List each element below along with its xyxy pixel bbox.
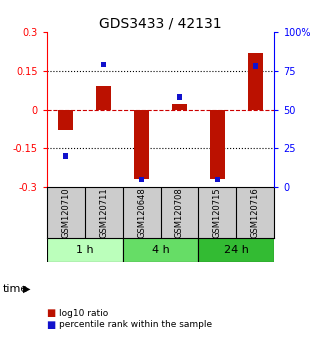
Text: percentile rank within the sample: percentile rank within the sample bbox=[59, 320, 213, 330]
Text: ■: ■ bbox=[47, 320, 56, 330]
Bar bbox=[210, 109, 225, 179]
Bar bbox=[253, 63, 258, 69]
Bar bbox=[123, 238, 198, 262]
Text: 1 h: 1 h bbox=[76, 245, 93, 255]
Text: GSM120648: GSM120648 bbox=[137, 187, 146, 238]
Text: ■: ■ bbox=[47, 308, 56, 318]
Text: 4 h: 4 h bbox=[152, 245, 169, 255]
Text: GSM120711: GSM120711 bbox=[99, 187, 108, 238]
Text: 24 h: 24 h bbox=[224, 245, 249, 255]
Bar bbox=[134, 109, 149, 179]
Text: GSM120715: GSM120715 bbox=[213, 187, 222, 238]
Text: GSM120716: GSM120716 bbox=[251, 187, 260, 238]
Bar bbox=[248, 52, 263, 109]
Bar bbox=[198, 238, 274, 262]
Bar bbox=[101, 62, 106, 67]
Bar bbox=[177, 94, 182, 100]
Text: GSM120708: GSM120708 bbox=[175, 187, 184, 238]
Bar bbox=[96, 86, 111, 109]
Text: GSM120710: GSM120710 bbox=[61, 187, 70, 238]
Text: log10 ratio: log10 ratio bbox=[59, 309, 108, 318]
Bar bbox=[172, 104, 187, 109]
Text: ▶: ▶ bbox=[23, 284, 30, 293]
Bar bbox=[47, 238, 123, 262]
Bar bbox=[139, 177, 144, 182]
Title: GDS3433 / 42131: GDS3433 / 42131 bbox=[99, 17, 222, 31]
Bar bbox=[215, 177, 220, 182]
Text: time: time bbox=[3, 284, 29, 293]
Bar bbox=[58, 109, 73, 130]
Bar bbox=[63, 153, 68, 159]
